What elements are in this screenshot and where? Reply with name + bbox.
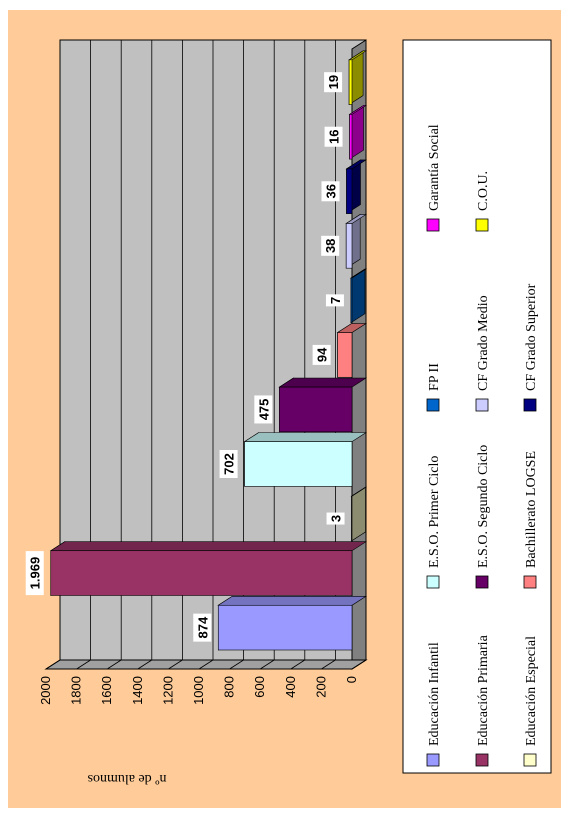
bar	[244, 441, 353, 487]
data-label-bg	[321, 235, 340, 256]
tick-label: 1200	[160, 676, 175, 705]
legend-swatch	[475, 753, 489, 767]
bar-side	[49, 541, 368, 552]
gridline-depth	[198, 659, 214, 670]
data-label: 16	[327, 129, 342, 143]
gridline-depth	[259, 659, 275, 670]
legend-entry: E.S.O. Segundo Ciclo	[476, 445, 491, 568]
data-label: 702	[222, 453, 237, 475]
legend-swatch	[426, 218, 440, 232]
gridline-depth	[321, 659, 336, 670]
bar	[337, 332, 353, 378]
gridline-depth	[168, 659, 183, 670]
data-label-bg	[219, 450, 238, 478]
legend-swatch	[475, 218, 489, 232]
data-label-bg	[312, 344, 331, 365]
data-label-group: 16	[324, 126, 343, 147]
data-label-bg	[193, 613, 212, 642]
data-label-bg	[326, 512, 345, 525]
data-label-group: 1.969	[25, 551, 44, 596]
tick-label: 600	[252, 676, 267, 698]
legend-swatch	[426, 398, 440, 412]
legend-entry: Educación Infantil	[427, 642, 442, 746]
tick-label: 1800	[69, 676, 84, 705]
bars	[49, 50, 368, 651]
bar	[349, 114, 353, 160]
gridline-depth	[229, 659, 244, 670]
gridline-depth	[351, 659, 367, 670]
bar-side	[278, 377, 368, 388]
data-label-group: 702	[219, 450, 238, 478]
bar	[351, 495, 353, 542]
legend-swatch	[523, 575, 537, 589]
gridline-depth	[290, 659, 306, 670]
data-label-bg	[325, 294, 344, 307]
data-label: 475	[256, 399, 271, 421]
data-label: 94	[315, 347, 330, 362]
tick-label: 2000	[38, 676, 53, 705]
tick-label: 1000	[191, 676, 206, 705]
legend-swatch	[523, 753, 537, 767]
y-axis-label: nº de alumnos	[88, 771, 167, 786]
data-label: 874	[195, 616, 210, 638]
bar	[217, 604, 353, 651]
legend-entry: Educación Primaria	[476, 634, 491, 746]
legend-entry: Educación Especial	[524, 636, 539, 746]
bar	[50, 550, 353, 596]
legend-swatch	[523, 398, 537, 412]
data-labels: 874 1.969 3 702 475 94 7 38 36 16 19	[25, 72, 345, 642]
tick-label: 800	[222, 676, 237, 698]
data-label-bg	[25, 551, 44, 596]
bar	[346, 168, 353, 214]
bar	[350, 277, 353, 324]
gridline-depth	[45, 659, 61, 670]
bar-side	[243, 432, 368, 442]
data-label: 3	[329, 515, 344, 522]
data-label: 19	[326, 75, 341, 89]
data-label-bg	[324, 126, 343, 147]
tick-label: 200	[313, 676, 328, 698]
legend: Educación Infantil Educación Primaria Educ…	[402, 39, 552, 774]
data-label-group: 19	[324, 72, 343, 93]
data-label: 7	[328, 297, 343, 304]
legend-entry: Garantía Social	[427, 124, 442, 211]
legend-entry: Bachillerato LOGSE	[524, 451, 539, 568]
bar-side	[217, 595, 368, 606]
data-label: 36	[323, 184, 338, 198]
legend-swatch	[426, 753, 440, 767]
data-label-group: 7	[325, 294, 344, 307]
data-label-group: 3	[326, 512, 345, 525]
value-axis: 0 200 400 600 800 1000 1200 1400 1600 1800 2000	[38, 668, 359, 705]
gridline-depth	[106, 659, 122, 670]
tick-label: 400	[283, 676, 298, 698]
legend-swatch	[475, 575, 489, 589]
gridline-depth	[137, 659, 153, 670]
bar	[345, 223, 353, 269]
legend-swatch	[475, 398, 489, 412]
data-label-group: 38	[321, 235, 340, 256]
tick-label: 1600	[99, 676, 114, 705]
legend-entry: CF Grado Medio	[476, 295, 491, 391]
data-label-group: 874	[193, 613, 212, 642]
legend-entry: CF Grado Superior	[524, 283, 539, 391]
gridline-depth	[76, 659, 91, 670]
data-label-bg	[254, 395, 273, 424]
legend-entry: E.S.O. Primer Ciclo	[427, 456, 442, 568]
data-label-group: 94	[312, 344, 331, 365]
tick-label: 1400	[130, 676, 145, 705]
data-label-group: 36	[321, 181, 340, 202]
bar	[348, 59, 353, 105]
data-label: 1.969	[28, 557, 43, 590]
data-label-bg	[321, 181, 340, 202]
bar	[279, 386, 353, 433]
data-label-bg	[324, 72, 343, 93]
tick-label: 0	[344, 676, 359, 683]
data-label: 38	[323, 239, 338, 253]
data-label-group: 475	[254, 395, 273, 424]
legend-entry: C.O.U.	[476, 171, 491, 211]
legend-entry: FP II	[427, 363, 442, 391]
legend-swatch	[426, 575, 440, 589]
